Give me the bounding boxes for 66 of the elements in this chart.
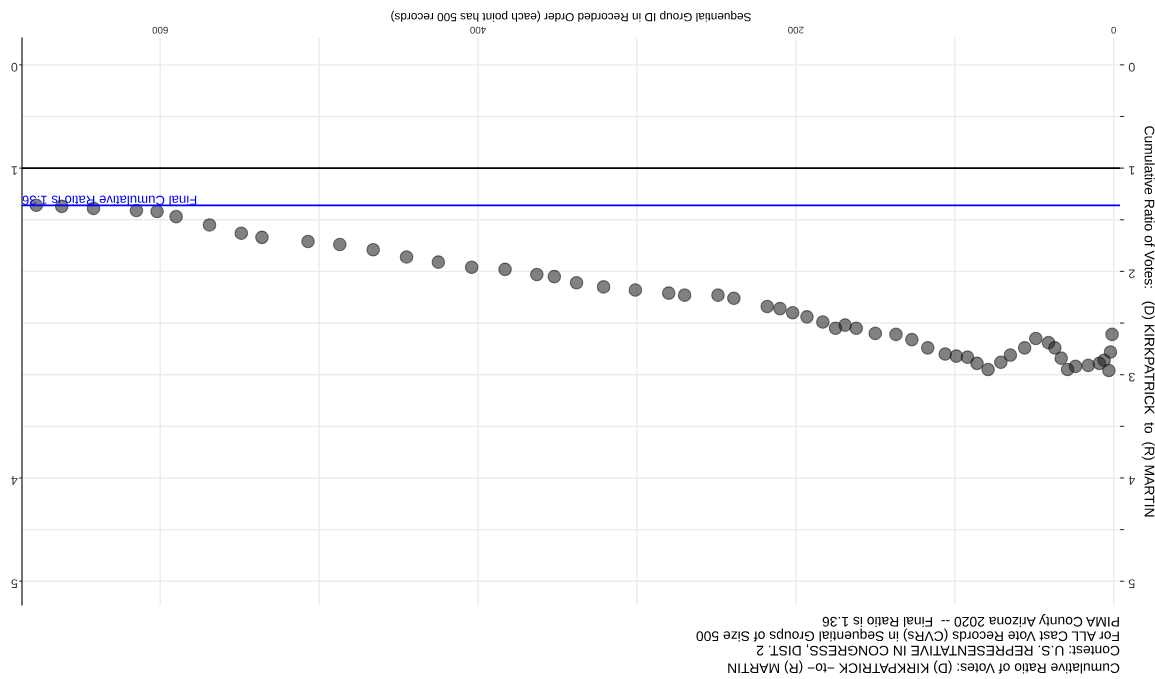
y-tick-label: 3 xyxy=(1128,372,1135,382)
point xyxy=(981,362,995,377)
point xyxy=(547,269,562,284)
point xyxy=(661,286,676,300)
point xyxy=(773,301,787,316)
y-tick-label: 5 xyxy=(1128,579,1135,588)
y2-tick-label: 5 xyxy=(11,579,18,588)
point xyxy=(760,299,775,314)
point xyxy=(202,218,217,232)
text: Contest: U.S. REPRESENTATIVE IN CONGRESS, DIST. 2 For ALL Cast Vote Records (CVRs) in Sequential Groups of Size 500 PIMA County Arizona 2020 -- Final Ratio is 1.36 xyxy=(696,614,1120,656)
text: Cumulative Ratio of Votes: (D) KIRKPATRICK −to− (R) MARTIN xyxy=(728,660,1120,674)
y-tick-label: 1 xyxy=(1128,166,1135,175)
point xyxy=(920,341,935,355)
point xyxy=(431,255,446,269)
point xyxy=(628,283,643,297)
y-axis-title: Cumulative Ratio of Votes: (D) KIRKPATRICK to (R) MARTIN xyxy=(1141,126,1155,517)
point xyxy=(889,327,903,342)
point xyxy=(1017,341,1032,355)
y-tick-label: 2 xyxy=(1128,269,1135,279)
point xyxy=(399,250,414,264)
point xyxy=(905,332,919,347)
y2-tick-label: 1 xyxy=(11,166,17,175)
point xyxy=(234,226,249,241)
point xyxy=(332,237,347,252)
point xyxy=(1081,358,1096,373)
point xyxy=(785,305,800,320)
point xyxy=(960,350,975,364)
x-axis-title: Sequential Group ID in Recorded Order (each point has 500 records) xyxy=(391,10,751,22)
y2-tick-label: 0 xyxy=(11,62,18,72)
point xyxy=(994,355,1008,370)
point xyxy=(569,275,584,290)
y-tick-label: 4 xyxy=(1128,476,1135,485)
point xyxy=(1054,351,1069,365)
point xyxy=(949,349,964,363)
point xyxy=(849,321,864,336)
point xyxy=(530,267,544,282)
point xyxy=(1041,335,1056,350)
point xyxy=(828,321,843,336)
point xyxy=(1003,348,1018,362)
point xyxy=(464,260,479,275)
x-tick-label: 600 xyxy=(152,26,168,34)
point xyxy=(970,356,984,371)
y2-tick-label: 4 xyxy=(11,476,18,485)
x-tick-label: 400 xyxy=(470,26,486,34)
point xyxy=(1092,356,1107,371)
point xyxy=(711,288,725,302)
point xyxy=(1105,327,1119,342)
point xyxy=(800,310,814,324)
point xyxy=(596,280,611,294)
point xyxy=(301,234,315,249)
point xyxy=(727,291,741,306)
point xyxy=(938,347,953,361)
point xyxy=(498,262,512,277)
ref-line-label: Final Cumulative Ratio is 1.36 xyxy=(22,195,197,206)
x-tick-label: 0 xyxy=(1111,26,1116,34)
point xyxy=(255,230,269,245)
x-tick-label: 200 xyxy=(788,26,804,34)
point xyxy=(1028,331,1043,346)
point xyxy=(816,315,830,329)
point xyxy=(1060,362,1075,377)
point xyxy=(677,288,692,302)
point xyxy=(366,242,380,257)
point xyxy=(150,204,164,219)
y-tick-label: 0 xyxy=(1128,62,1135,72)
point xyxy=(169,209,183,224)
point xyxy=(868,326,883,341)
